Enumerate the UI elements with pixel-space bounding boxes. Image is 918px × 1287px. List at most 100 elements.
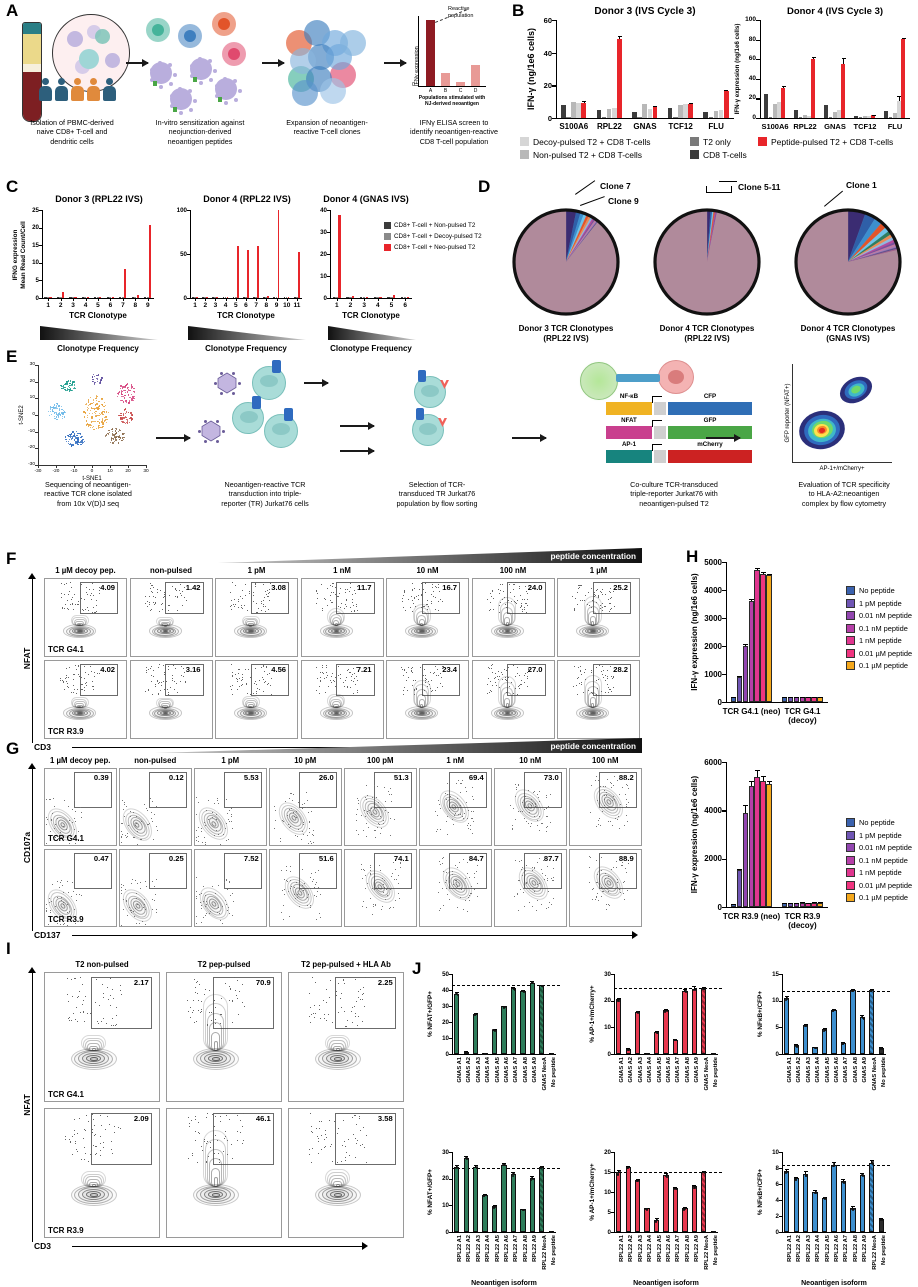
flow-event-dot [64,584,65,585]
tsne-point [125,417,126,418]
flow-event-dot [465,787,466,788]
flow-event-dot [174,681,175,682]
bar [859,117,863,118]
flow-event-dot [196,840,197,841]
x-category-label: RPL22 A7 [675,1235,681,1262]
flow-event-dot [579,587,580,588]
flow-event-dot [198,802,199,803]
error-bar [757,770,758,777]
flow-event-dot [472,818,473,819]
flow-event-dot [100,1155,101,1156]
flow-event-dot [608,904,609,905]
y-tick-label: 50 [170,251,187,258]
flow-event-dot [412,583,413,584]
flow-event-dot [387,895,388,896]
flow-event-dot [356,676,357,677]
y-tick [39,263,42,264]
flow-event-dot [261,610,262,611]
flow-event-dot [510,805,511,806]
flow-event-dot [71,896,72,897]
flow-event-dot [255,668,256,669]
flow-event-dot [401,667,402,668]
flow-event-dot [289,916,290,917]
y-axis-label: IFN-γ expression (ng/1e6 cells) [690,762,699,907]
flow-event-dot [345,592,346,593]
x-axis [760,118,910,119]
flow-gate-value: 46.1 [213,1114,270,1123]
replicate-dot [712,1231,714,1233]
x-category-label: RPL22 A5 [825,1235,831,1262]
tube-cap-icon [23,23,41,34]
tsne-x-tick-label: -30 [31,469,45,474]
flow-event-dot [78,845,79,846]
flow-gate-value: 87.7 [524,854,559,863]
flow-event-dot [431,601,432,602]
flow-event-dot [320,677,321,678]
replicate-dot [494,1206,496,1208]
tsne-point [112,442,113,443]
flow-event-dot [62,608,63,609]
flow-event-dot [467,873,468,874]
flow-event-dot [203,901,204,902]
reporter-gene-label: GFP [668,417,752,424]
flow-column-header: 100 nM [569,756,642,765]
flow-event-dot [358,800,359,801]
tsne-x-tick [146,465,147,468]
antigen-cell-core-icon [184,30,196,42]
flow-event-dot [617,887,618,888]
flow-event-dot [73,685,74,686]
flow-event-dot [326,667,327,668]
flow-event-dot [320,894,321,895]
flow-event-dot [270,583,271,584]
flow-event-dot [303,824,304,825]
replicate-dot [863,1018,865,1020]
flow-event-dot [261,667,262,668]
error-cap [804,1171,808,1172]
flow-gate-value: 73.0 [524,773,559,782]
flow-event-dot [149,845,150,846]
flow-event-dot [226,926,227,927]
y-tick-label: 40 [310,207,327,214]
flow-event-dot [515,819,516,820]
tsne-point [94,384,95,385]
flow-event-dot [526,865,527,866]
replicate-dot [787,1171,789,1173]
flow-event-dot [280,841,281,842]
flow-event-dot [341,993,342,994]
flow-event-dot [601,857,602,858]
flow-event-dot [302,869,303,870]
flow-event-dot [350,587,351,588]
flow-event-dot [619,889,620,890]
flow-event-dot [182,591,183,592]
flow-event-dot [196,923,197,924]
flow-event-dot [205,844,206,845]
flow-event-dot [232,675,233,676]
bar [511,1174,516,1232]
flow-event-dot [521,606,522,607]
flow-event-dot [523,892,524,893]
panel-e-step2-caption: Neoantigen-reactive TCR transduction int… [200,480,330,508]
flow-event-dot [453,824,454,825]
x-category-label: GNAS A6 [666,1057,672,1083]
flow-event-dot [520,889,521,890]
y-tick-label: 10 [764,997,779,1004]
flow-event-dot [150,668,151,669]
flow-event-dot [490,690,491,691]
flow-event-dot [88,1121,89,1122]
x-category-label: GNAS A8 [523,1057,529,1083]
flow-event-dot [74,909,75,910]
bar [616,1172,621,1232]
flow-event-dot [144,804,145,805]
mini-bar [441,73,450,86]
flow-event-dot [100,1150,101,1151]
flow-event-dot [524,675,525,676]
flow-event-dot [322,667,323,668]
flow-event-dot [59,887,60,888]
tsne-point [98,428,99,429]
flow-event-dot [351,676,352,677]
flow-density-layer [819,427,825,433]
clonotype-frequency-triangle [188,326,306,342]
flow-event-dot [57,897,58,898]
flow-event-dot [295,898,296,899]
